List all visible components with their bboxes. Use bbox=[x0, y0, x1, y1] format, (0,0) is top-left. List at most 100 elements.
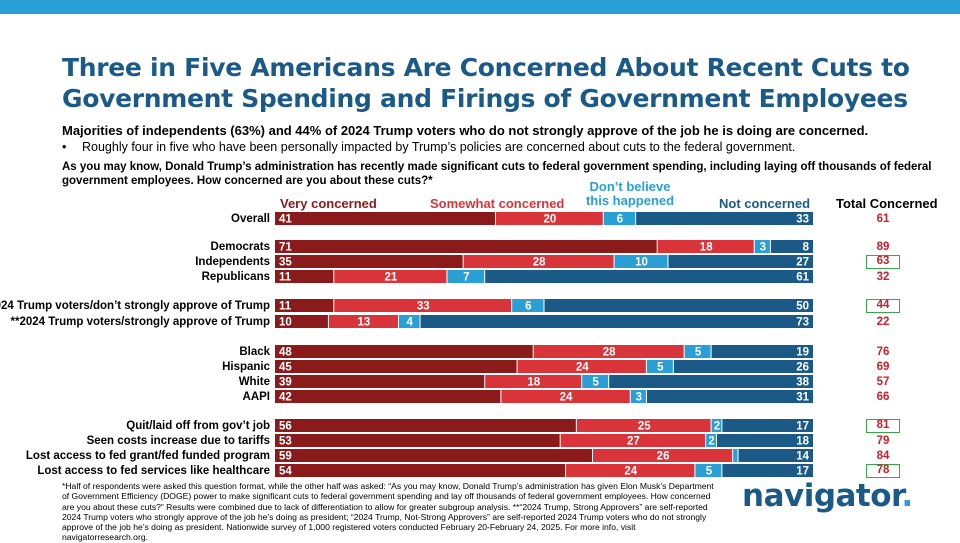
bar-label-not-concerned-row-8: 38 bbox=[796, 377, 809, 389]
bar-label-somewhat-concerned-row-6: 28 bbox=[603, 347, 616, 359]
row-label-hispanic: Hispanic bbox=[222, 361, 270, 373]
row-label-aapi: AAPI bbox=[242, 391, 270, 403]
bar-not-concerned-row-7 bbox=[673, 360, 813, 373]
bar-label-dont-believe-row-13: 5 bbox=[706, 466, 713, 478]
bar-very-concerned-row-0 bbox=[275, 212, 495, 225]
bar-not-concerned-row-1 bbox=[770, 240, 813, 253]
bar-somewhat-concerned-row-8 bbox=[485, 375, 582, 388]
bar-label-very-concerned-row-2: 35 bbox=[279, 257, 292, 269]
total-tariff-costs: 79 bbox=[876, 435, 890, 447]
bar-label-not-concerned-row-13: 17 bbox=[796, 466, 809, 478]
bar-very-concerned-row-3 bbox=[275, 270, 334, 283]
bar-dont-believe-row-1 bbox=[754, 240, 770, 253]
bar-label-very-concerned-row-5: 10 bbox=[279, 317, 292, 329]
total-overall: 61 bbox=[876, 213, 890, 225]
bar-very-concerned-row-8 bbox=[275, 375, 485, 388]
total-hispanic: 69 bbox=[876, 361, 890, 373]
total-republicans: 32 bbox=[876, 271, 890, 283]
bar-very-concerned-row-12 bbox=[275, 449, 593, 462]
legend-dont-believe: Don’t believe this happened bbox=[575, 180, 685, 208]
bar-label-very-concerned-row-4: 11 bbox=[279, 301, 292, 313]
bar-label-somewhat-concerned-row-3: 21 bbox=[384, 272, 397, 284]
row-label-black: Black bbox=[239, 346, 270, 358]
legend-not-concerned: Not concerned bbox=[719, 196, 811, 211]
bar-label-very-concerned-row-3: 11 bbox=[279, 272, 292, 284]
top-accent-bar bbox=[0, 0, 960, 14]
bar-label-somewhat-concerned-row-8: 18 bbox=[527, 377, 540, 389]
total-aapi: 66 bbox=[876, 391, 890, 403]
bar-somewhat-concerned-row-9 bbox=[501, 390, 630, 403]
bar-label-not-concerned-row-12: 14 bbox=[796, 451, 809, 463]
row-label-republicans: Republicans bbox=[201, 271, 270, 283]
bar-dont-believe-row-6 bbox=[684, 345, 711, 358]
bar-not-concerned-row-6 bbox=[711, 345, 813, 358]
bar-label-dont-believe-row-0: 6 bbox=[617, 214, 623, 226]
logo-dot: . bbox=[901, 478, 913, 514]
bar-label-not-concerned-row-1: 8 bbox=[803, 242, 810, 254]
bar-dont-believe-row-5 bbox=[398, 315, 420, 328]
bar-label-very-concerned-row-7: 45 bbox=[279, 362, 292, 374]
bar-label-not-concerned-row-10: 17 bbox=[796, 421, 809, 433]
bar-label-not-concerned-row-7: 26 bbox=[796, 362, 809, 374]
row-label-tariff-costs: Seen costs increase due to tariffs bbox=[86, 435, 270, 447]
bar-label-not-concerned-row-3: 61 bbox=[796, 272, 809, 284]
bar-label-very-concerned-row-8: 39 bbox=[279, 377, 292, 389]
bar-label-dont-believe-row-2: 10 bbox=[635, 257, 648, 269]
bar-label-dont-believe-row-6: 5 bbox=[695, 347, 702, 359]
bar-somewhat-concerned-row-0 bbox=[495, 212, 603, 225]
bar-dont-believe-row-9 bbox=[630, 390, 646, 403]
bar-label-somewhat-concerned-row-4: 33 bbox=[417, 301, 430, 313]
bar-dont-believe-row-13 bbox=[695, 464, 722, 477]
bar-dont-believe-row-12 bbox=[733, 449, 738, 462]
bar-label-dont-believe-row-8: 5 bbox=[593, 377, 600, 389]
bar-not-concerned-row-3 bbox=[485, 270, 813, 283]
legend-dont-believe-line1: Don’t believe bbox=[589, 179, 671, 194]
row-label-white: White bbox=[238, 376, 270, 388]
total-quit-laid-off: 81 bbox=[866, 419, 900, 433]
page-title: Three in Five Americans Are Concerned Ab… bbox=[62, 53, 910, 113]
bar-label-dont-believe-row-10: 2 bbox=[714, 421, 720, 433]
bar-not-concerned-row-9 bbox=[646, 390, 813, 403]
bar-label-very-concerned-row-13: 54 bbox=[279, 466, 292, 478]
row-label-lost-services: Lost access to fed services like healthc… bbox=[37, 465, 270, 477]
bar-label-very-concerned-row-1: 71 bbox=[279, 242, 292, 254]
row-label-lost-grant: Lost access to fed grant/fed funded prog… bbox=[25, 450, 270, 462]
bar-dont-believe-row-11 bbox=[706, 434, 716, 447]
bar-very-concerned-row-2 bbox=[275, 255, 463, 268]
bar-very-concerned-row-9 bbox=[275, 390, 501, 403]
bar-label-not-concerned-row-5: 73 bbox=[796, 317, 809, 329]
bar-not-concerned-row-11 bbox=[716, 434, 813, 447]
bar-dont-believe-row-2 bbox=[614, 255, 668, 268]
bar-label-somewhat-concerned-row-10: 25 bbox=[638, 421, 651, 433]
total-black: 76 bbox=[876, 346, 890, 358]
bar-label-not-concerned-row-6: 19 bbox=[796, 347, 809, 359]
row-label-trump-strong: **2024 Trump voters/strongly approve of … bbox=[10, 316, 270, 328]
bar-somewhat-concerned-row-7 bbox=[517, 360, 646, 373]
bar-label-very-concerned-row-11: 53 bbox=[279, 436, 292, 448]
bar-somewhat-concerned-row-11 bbox=[560, 434, 706, 447]
bar-label-dont-believe-row-9: 3 bbox=[636, 392, 642, 404]
bar-label-dont-believe-row-5: 4 bbox=[407, 317, 414, 329]
bar-label-not-concerned-row-2: 27 bbox=[796, 257, 809, 269]
bar-label-very-concerned-row-12: 59 bbox=[279, 451, 292, 463]
bar-label-very-concerned-row-10: 56 bbox=[279, 421, 292, 433]
bar-very-concerned-row-4 bbox=[275, 299, 334, 312]
total-trump-not-strong: 44 bbox=[866, 299, 900, 313]
legend-very-concerned: Very concerned bbox=[280, 196, 377, 211]
legend-somewhat-concerned: Somewhat concerned bbox=[430, 196, 565, 211]
bar-very-concerned-row-10 bbox=[275, 419, 576, 432]
bar-somewhat-concerned-row-12 bbox=[593, 449, 733, 462]
survey-question: As you may know, Donald Trump’s administ… bbox=[62, 161, 932, 187]
bar-label-somewhat-concerned-row-9: 24 bbox=[560, 392, 573, 404]
bar-label-not-concerned-row-0: 33 bbox=[796, 214, 809, 226]
bar-label-somewhat-concerned-row-0: 20 bbox=[543, 214, 556, 226]
total-white: 57 bbox=[876, 376, 890, 388]
bar-label-somewhat-concerned-row-1: 18 bbox=[700, 242, 713, 254]
bar-label-not-concerned-row-9: 31 bbox=[796, 392, 809, 404]
bar-somewhat-concerned-row-2 bbox=[463, 255, 614, 268]
bullet-point: • Roughly four in five who have been per… bbox=[62, 140, 942, 155]
total-trump-strong: 22 bbox=[876, 316, 890, 328]
bar-label-dont-believe-row-11: 2 bbox=[708, 436, 714, 448]
bar-label-dont-believe-row-3: 7 bbox=[463, 272, 469, 284]
bar-label-not-concerned-row-4: 50 bbox=[796, 301, 809, 313]
